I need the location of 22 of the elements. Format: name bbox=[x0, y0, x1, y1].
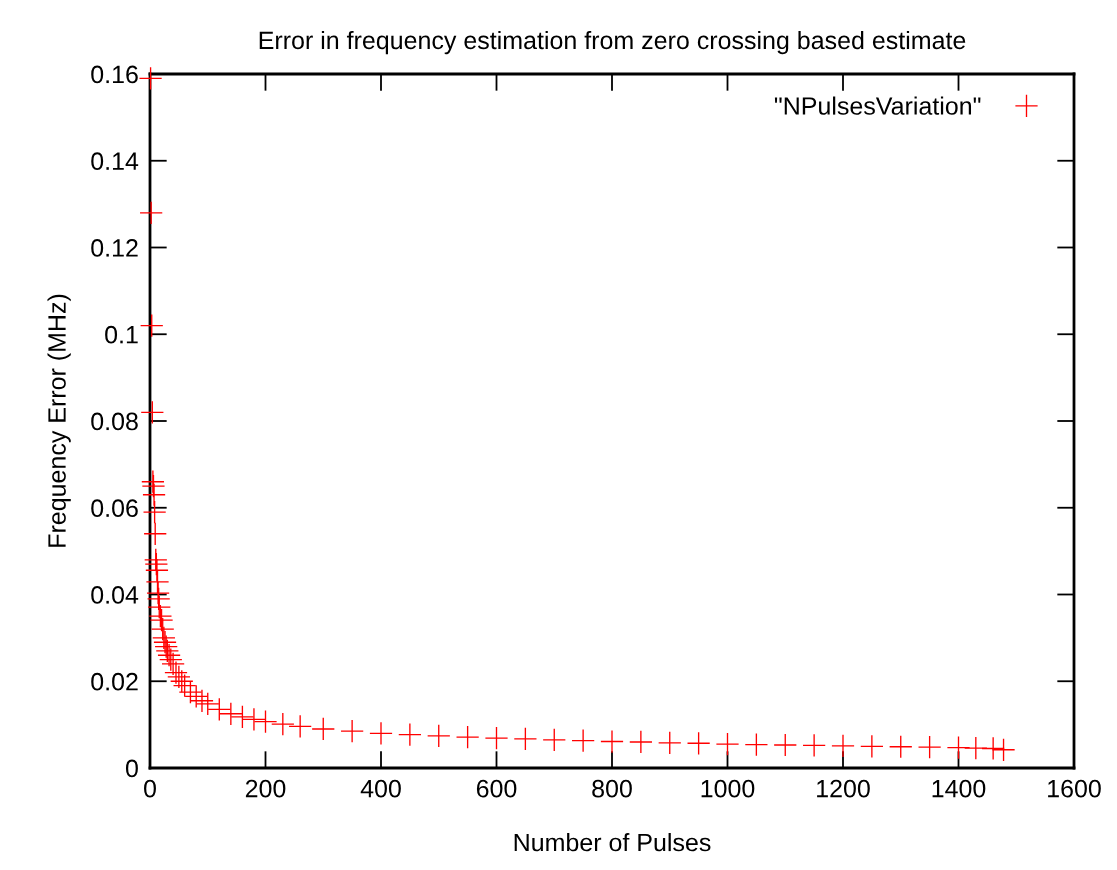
y-tick-label: 0.16 bbox=[91, 65, 138, 84]
x-tick-label: 200 bbox=[245, 779, 286, 798]
x-tick-label: 1200 bbox=[817, 779, 870, 798]
y-tick-label: 0.04 bbox=[91, 586, 139, 604]
x-tick-label: 800 bbox=[592, 779, 632, 798]
x-tick-label: 1000 bbox=[701, 779, 755, 798]
y-tick-label: 0.02 bbox=[91, 672, 138, 691]
y-tick-label: 0.14 bbox=[91, 152, 139, 171]
y-axis-title: Frequency Error (MHz) bbox=[47, 294, 71, 547]
x-tick-label: 0 bbox=[144, 779, 156, 798]
x-tick-label: 400 bbox=[360, 779, 401, 798]
x-tick-label: 1600 bbox=[1048, 779, 1101, 798]
y-tick-label: 0.1 bbox=[105, 325, 138, 344]
y-tick-label: 0 bbox=[125, 759, 138, 778]
x-tick-label: 1400 bbox=[932, 779, 986, 798]
y-tick-label: 0.12 bbox=[91, 239, 138, 257]
legend-label: "NPulsesVariation" bbox=[774, 96, 981, 115]
y-tick-label: 0.08 bbox=[91, 412, 138, 431]
chart-title: Error in frequency estimation from zero crossing based estimate bbox=[259, 30, 966, 55]
y-tick-label: 0.06 bbox=[91, 499, 138, 518]
x-tick-label: 600 bbox=[476, 779, 517, 798]
x-axis-title: Number of Pulses bbox=[514, 832, 711, 852]
